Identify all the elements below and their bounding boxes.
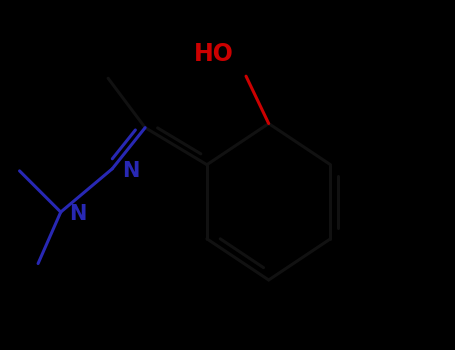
Text: N: N <box>122 161 140 181</box>
Text: N: N <box>69 204 86 224</box>
Text: HO: HO <box>194 42 234 66</box>
